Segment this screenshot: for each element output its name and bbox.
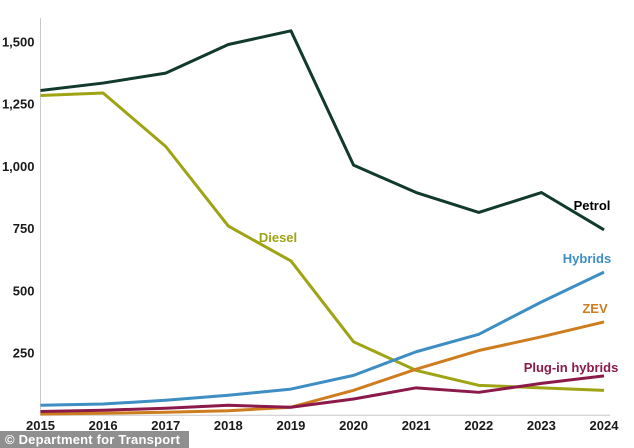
series-line-diesel: [40, 91, 605, 392]
series-line-plug-in-hybrids: [40, 374, 605, 413]
series-label-petrol: Petrol: [574, 198, 611, 213]
series-label-zev: ZEV: [582, 301, 608, 316]
x-tick-label: 2021: [402, 418, 431, 433]
y-tick-label: 1,250: [2, 97, 35, 112]
x-tick-label: 2024: [590, 418, 620, 433]
series-line-petrol: [40, 29, 605, 232]
series-label-plug-in-hybrids: Plug-in hybrids: [524, 360, 619, 375]
x-tick-label: 2020: [339, 418, 368, 433]
series-line-zev: [40, 320, 605, 416]
y-tick-label: 1,500: [2, 35, 35, 50]
x-tick-label: 2016: [89, 418, 118, 433]
x-tick-label: 2022: [464, 418, 493, 433]
x-tick-label: 2019: [276, 418, 305, 433]
x-tick-label: 2023: [527, 418, 556, 433]
x-tick-label: 2018: [214, 418, 243, 433]
x-tick-label: 2017: [151, 418, 180, 433]
series-line-hybrids: [40, 270, 605, 407]
y-tick-label: 1,000: [2, 159, 35, 174]
series-label-hybrids: Hybrids: [563, 251, 611, 266]
x-tick-label: 2015: [26, 418, 55, 433]
watermark: © Department for Transport: [0, 431, 190, 448]
series-label-diesel: Diesel: [259, 230, 297, 245]
y-tick-label: 500: [13, 283, 35, 298]
y-tick-label: 750: [13, 221, 35, 236]
y-tick-label: 250: [13, 346, 35, 361]
